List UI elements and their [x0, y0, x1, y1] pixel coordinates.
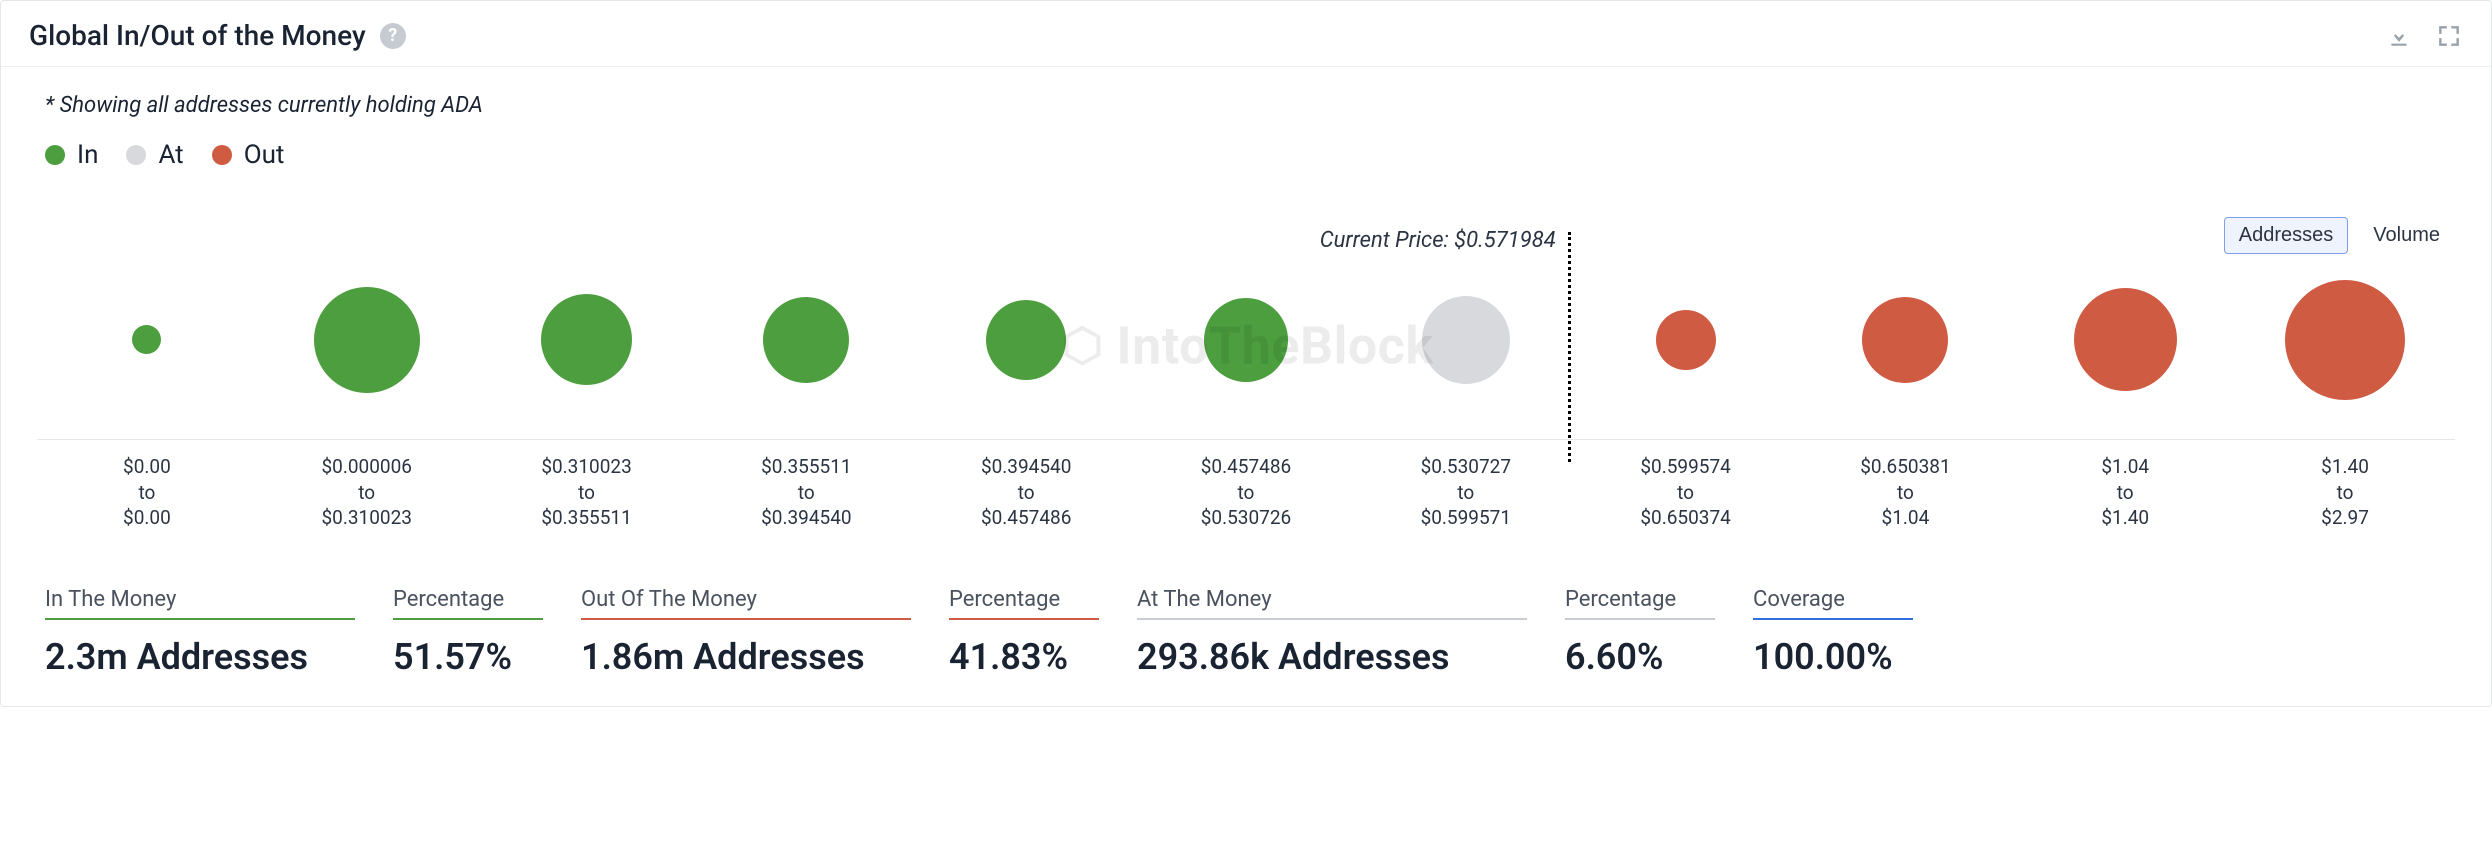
bubble-cell[interactable] — [1576, 240, 1796, 439]
bubble — [986, 300, 1066, 380]
bubble — [132, 325, 161, 354]
bubble — [1862, 297, 1948, 383]
legend-out[interactable]: Out — [212, 140, 285, 170]
stat-value: 1.86m Addresses — [581, 636, 911, 678]
stat-label: Percentage — [949, 587, 1099, 620]
bubble — [1422, 296, 1510, 384]
legend-in[interactable]: In — [45, 140, 98, 170]
summary-stats: In The Money 2.3m Addresses Percentage 51.5… — [37, 587, 2455, 678]
stat-value: 41.83% — [949, 636, 1099, 678]
range-label: $0.599574to$0.650374 — [1576, 454, 1796, 531]
help-icon[interactable]: ? — [380, 23, 406, 49]
card-title: Global In/Out of the Money — [29, 19, 366, 52]
bubble — [314, 287, 420, 393]
range-label: $0.000006to$0.310023 — [257, 454, 477, 531]
bubble-cell[interactable] — [2235, 240, 2455, 439]
legend-at[interactable]: At — [126, 140, 183, 170]
range-label: $1.04to$1.40 — [2015, 454, 2235, 531]
legend-out-dot — [212, 145, 232, 165]
legend-at-dot — [126, 145, 146, 165]
range-label: $0.457486to$0.530726 — [1136, 454, 1356, 531]
stat-block: Percentage 41.83% — [949, 587, 1099, 678]
bubble-cell[interactable] — [1136, 240, 1356, 439]
bubble — [1656, 310, 1716, 370]
bubble — [2074, 288, 2177, 391]
bubble — [1204, 298, 1288, 382]
stat-label: Out Of The Money — [581, 587, 911, 620]
card-header: Global In/Out of the Money ? — [1, 1, 2491, 67]
bubble-cell[interactable] — [257, 240, 477, 439]
legend-in-label: In — [77, 140, 98, 170]
stat-block: Coverage 100.00% — [1753, 587, 1913, 678]
bubble-cell[interactable] — [1356, 240, 1576, 439]
holdings-note: * Showing all addresses currently holdin… — [45, 93, 2455, 118]
stat-block: Out Of The Money 1.86m Addresses — [581, 587, 911, 678]
stat-block: Percentage 6.60% — [1565, 587, 1715, 678]
stat-value: 6.60% — [1565, 636, 1715, 678]
range-label: $0.650381to$1.04 — [1796, 454, 2016, 531]
range-label: $0.00to$0.00 — [37, 454, 257, 531]
stat-value: 2.3m Addresses — [45, 636, 355, 678]
range-label: $0.530727to$0.599571 — [1356, 454, 1576, 531]
stat-block: At The Money 293.86k Addresses — [1137, 587, 1527, 678]
legend-at-label: At — [158, 140, 183, 170]
stat-label: Percentage — [1565, 587, 1715, 620]
bubble-chart: Current Price: $0.571984 IntoTheBlock $0… — [37, 240, 2455, 531]
bubble-cell[interactable] — [1796, 240, 2016, 439]
stat-block: In The Money 2.3m Addresses — [45, 587, 355, 678]
range-label: $0.394540to$0.457486 — [916, 454, 1136, 531]
stat-label: Coverage — [1753, 587, 1913, 620]
range-label: $0.310023to$0.355511 — [477, 454, 697, 531]
stat-block: Percentage 51.57% — [393, 587, 543, 678]
range-label: $1.40to$2.97 — [2235, 454, 2455, 531]
stat-label: In The Money — [45, 587, 355, 620]
stat-value: 51.57% — [393, 636, 543, 678]
bubble-cell[interactable] — [477, 240, 697, 439]
bubble-cell[interactable] — [2015, 240, 2235, 439]
stat-value: 293.86k Addresses — [1137, 636, 1527, 678]
range-label: $0.355511to$0.394540 — [696, 454, 916, 531]
stat-value: 100.00% — [1753, 636, 1913, 678]
bubble-cell[interactable] — [37, 240, 257, 439]
bubble — [541, 294, 632, 385]
bubble-cell[interactable] — [916, 240, 1136, 439]
bubble — [763, 297, 849, 383]
expand-icon[interactable] — [2435, 22, 2463, 50]
stat-label: Percentage — [393, 587, 543, 620]
legend-out-label: Out — [244, 140, 285, 170]
download-icon[interactable] — [2385, 22, 2413, 50]
legend: In At Out — [45, 140, 2455, 170]
legend-in-dot — [45, 145, 65, 165]
stat-label: At The Money — [1137, 587, 1527, 620]
bubble — [2285, 280, 2405, 400]
bubble-cell[interactable] — [696, 240, 916, 439]
